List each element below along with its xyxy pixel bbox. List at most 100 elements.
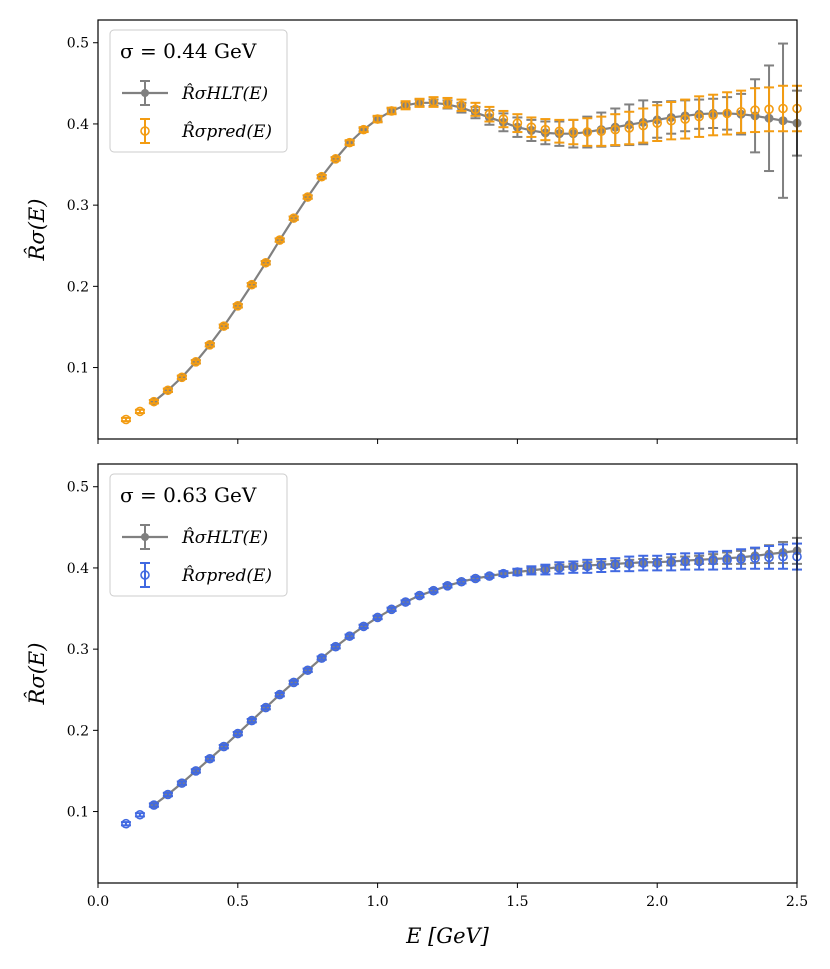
marker [316, 171, 327, 182]
legend-entry-pred: R̂σpred(E) [140, 118, 272, 144]
marker [428, 585, 439, 596]
marker [778, 551, 788, 562]
x-tick-label: 0.5 [227, 894, 249, 910]
data-point [722, 91, 733, 136]
marker [750, 105, 760, 115]
data-point [764, 545, 775, 570]
marker [386, 106, 397, 116]
marker [694, 556, 704, 567]
y-tick-label: 0.5 [67, 480, 89, 496]
data-point [778, 84, 789, 133]
marker [414, 590, 425, 601]
data-point [540, 118, 551, 142]
plot-frame [97, 19, 798, 440]
data-point [582, 558, 593, 574]
marker [344, 631, 355, 641]
data-point [568, 118, 579, 146]
data-point [484, 571, 495, 581]
marker [288, 677, 299, 688]
data-point [512, 567, 523, 577]
data-point [428, 585, 439, 596]
marker [316, 653, 327, 663]
data-point [386, 106, 397, 116]
data-point [344, 631, 355, 641]
data-point [610, 113, 621, 147]
marker [386, 604, 397, 615]
y-tick-label: 0.4 [67, 117, 89, 133]
marker [177, 372, 187, 383]
data-point [176, 778, 187, 788]
plot-frame [97, 463, 798, 884]
data-point [162, 789, 173, 800]
data-point [232, 728, 243, 739]
marker [400, 597, 411, 607]
data-point [344, 137, 355, 148]
data-point [708, 550, 719, 571]
x-tick-label: 1.5 [506, 894, 528, 910]
data-point [470, 101, 481, 117]
marker [205, 753, 215, 764]
x-tick-label: 2.0 [646, 894, 668, 910]
data-point [498, 568, 509, 579]
marker [274, 689, 285, 700]
marker [302, 192, 313, 202]
data-point [652, 104, 663, 142]
marker [764, 552, 774, 563]
data-point [190, 357, 201, 367]
marker [135, 809, 145, 820]
data-point [638, 554, 649, 572]
data-point [316, 653, 327, 663]
marker [568, 562, 579, 572]
x-tick-label: 2.5 [786, 894, 808, 910]
marker [330, 641, 341, 652]
data-point [428, 96, 439, 108]
marker [666, 115, 676, 126]
data-point [120, 818, 131, 829]
data-point [120, 414, 131, 425]
marker [163, 385, 173, 396]
data-point [470, 573, 481, 584]
y-tick-label: 0.3 [67, 642, 89, 658]
legend-entry-pred: R̂σpred(E) [140, 562, 272, 588]
marker [219, 321, 229, 331]
marker [554, 126, 565, 137]
marker [470, 104, 481, 115]
marker [652, 558, 663, 568]
data-point [358, 621, 369, 632]
marker [736, 106, 746, 117]
x-tick-label: 0.0 [87, 894, 109, 910]
data-point [260, 702, 271, 713]
y-tick-label: 0.2 [67, 279, 89, 295]
x-tick-label: 1.0 [366, 894, 388, 910]
data-point [400, 597, 411, 607]
data-point [540, 563, 551, 576]
marker [121, 414, 131, 425]
data-point [736, 548, 747, 570]
marker [149, 396, 159, 407]
data-point [372, 114, 383, 124]
marker [582, 561, 593, 572]
data-point [218, 321, 229, 331]
marker [512, 567, 523, 577]
marker [708, 555, 718, 566]
marker [191, 357, 201, 367]
marker [330, 154, 341, 164]
marker [302, 665, 313, 676]
marker [260, 257, 271, 268]
marker [736, 554, 746, 564]
data-point [498, 109, 509, 129]
marker [442, 98, 453, 108]
data-point [582, 117, 593, 147]
data-point [666, 553, 677, 572]
series-pred [120, 84, 802, 425]
data-point [204, 340, 215, 350]
marker [246, 715, 257, 726]
legend: σ = 0.44 GeV R̂σHLT(E) R̂σpred(E) [109, 29, 288, 153]
y-tick-label: 0.1 [67, 361, 89, 377]
marker [456, 576, 467, 587]
data-point [288, 677, 299, 688]
marker [358, 621, 369, 632]
data-point [778, 543, 789, 570]
data-point [204, 753, 215, 764]
data-point [316, 171, 327, 182]
